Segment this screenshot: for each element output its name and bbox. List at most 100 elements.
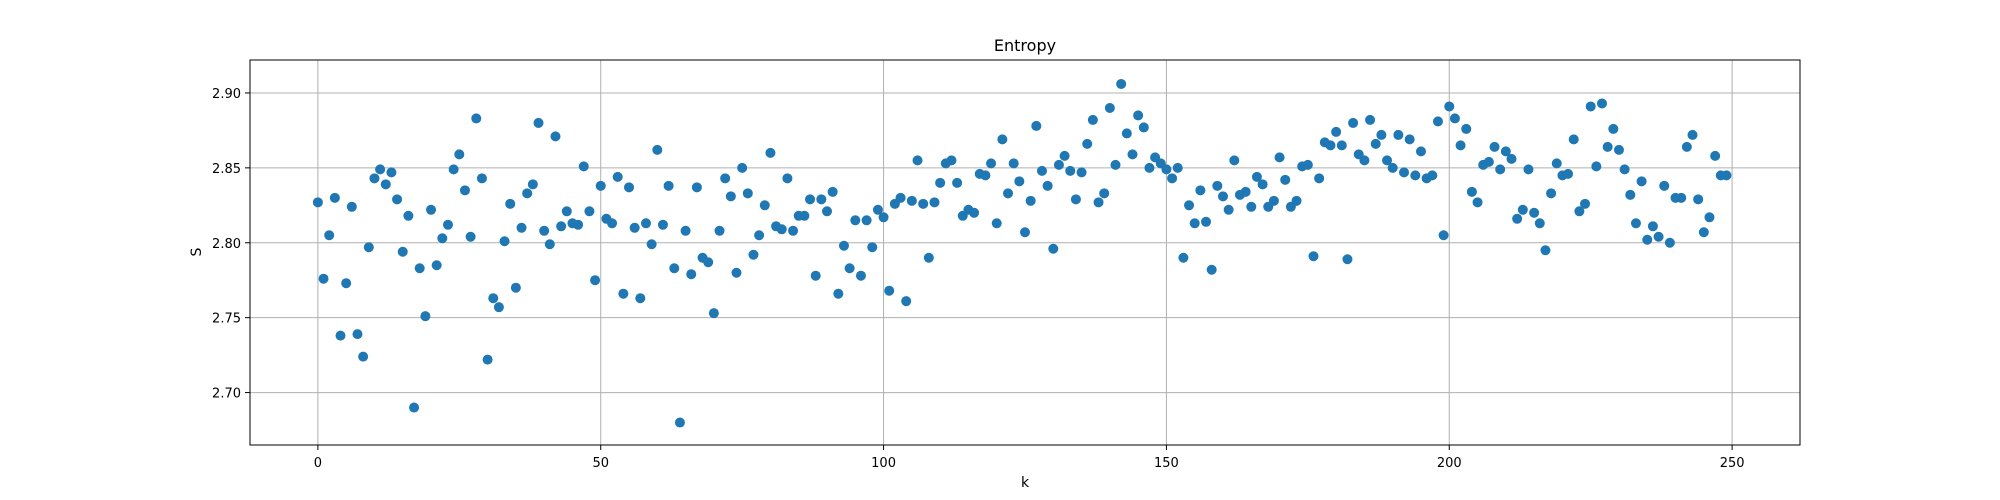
y-tick-label: 2.90 xyxy=(212,87,241,102)
data-point xyxy=(1280,174,1291,185)
data-point xyxy=(810,270,821,281)
data-point xyxy=(986,158,997,169)
data-point xyxy=(1229,155,1240,166)
data-point xyxy=(1291,195,1302,206)
data-point xyxy=(1133,110,1144,121)
data-point xyxy=(748,249,759,260)
data-point xyxy=(544,239,555,250)
data-point xyxy=(1438,230,1449,241)
data-point xyxy=(1585,101,1596,112)
data-point xyxy=(1630,218,1641,229)
x-tick-label: 200 xyxy=(1437,456,1462,471)
data-point xyxy=(1427,170,1438,181)
data-point xyxy=(918,198,929,209)
data-point xyxy=(714,225,725,236)
data-point xyxy=(363,242,374,253)
data-point xyxy=(1274,152,1285,163)
data-point xyxy=(539,225,550,236)
data-point xyxy=(827,186,838,197)
data-point xyxy=(1138,122,1149,133)
data-point xyxy=(358,351,369,362)
data-point xyxy=(1161,164,1172,175)
data-point xyxy=(482,354,493,365)
data-point xyxy=(1523,164,1534,175)
data-points xyxy=(312,78,1732,428)
data-point xyxy=(329,192,340,203)
data-point xyxy=(1121,128,1132,139)
data-point xyxy=(720,173,731,184)
data-point xyxy=(822,206,833,217)
data-point xyxy=(1432,116,1443,127)
data-point xyxy=(1257,179,1268,190)
data-point xyxy=(1444,101,1455,112)
data-point xyxy=(380,179,391,190)
data-point xyxy=(929,197,940,208)
data-point xyxy=(1393,129,1404,140)
data-point xyxy=(1167,173,1178,184)
data-point xyxy=(409,402,420,413)
data-point xyxy=(1093,197,1104,208)
data-point xyxy=(969,207,980,218)
data-point xyxy=(573,219,584,230)
data-point xyxy=(1212,180,1223,191)
chart-title: Entropy xyxy=(994,36,1056,55)
data-point xyxy=(708,308,719,319)
data-point xyxy=(1331,126,1342,137)
data-point xyxy=(1223,204,1234,215)
data-point xyxy=(652,144,663,155)
data-point xyxy=(1087,114,1098,125)
data-point xyxy=(1348,117,1359,128)
data-point xyxy=(1659,180,1670,191)
data-point xyxy=(1512,213,1523,224)
data-point xyxy=(1172,162,1183,173)
data-point xyxy=(663,180,674,191)
data-point xyxy=(312,197,323,208)
data-point xyxy=(369,173,380,184)
data-point xyxy=(1642,234,1653,245)
data-point xyxy=(1059,150,1070,161)
data-point xyxy=(1721,170,1732,181)
y-axis-label: S xyxy=(189,247,205,256)
data-point xyxy=(612,171,623,182)
data-point xyxy=(1314,173,1325,184)
data-point xyxy=(901,296,912,307)
data-point xyxy=(1020,227,1030,238)
data-point xyxy=(855,270,866,281)
data-point xyxy=(1178,252,1189,263)
data-point xyxy=(782,173,793,184)
y-axis: 2.70 2.75 2.80 2.85 2.90 xyxy=(212,87,250,402)
data-point xyxy=(884,285,895,296)
data-point xyxy=(1365,114,1376,125)
data-point xyxy=(1308,251,1319,262)
data-point xyxy=(341,278,352,289)
data-point xyxy=(878,212,889,223)
data-point xyxy=(816,194,827,205)
data-point xyxy=(669,263,680,274)
data-point xyxy=(1302,159,1313,170)
x-tick-label: 150 xyxy=(1154,456,1179,471)
data-point xyxy=(1031,120,1042,131)
y-tick-label: 2.80 xyxy=(212,237,241,252)
data-point xyxy=(1399,167,1410,178)
data-point xyxy=(375,164,386,175)
data-point xyxy=(1619,164,1630,175)
y-tick-label: 2.75 xyxy=(212,312,241,327)
data-point xyxy=(691,182,702,193)
data-point xyxy=(725,191,736,202)
data-point xyxy=(414,263,425,274)
data-point xyxy=(686,269,697,280)
data-point xyxy=(324,230,335,241)
data-point xyxy=(833,288,844,299)
data-point xyxy=(471,113,482,124)
data-point xyxy=(420,311,431,322)
data-point xyxy=(1382,155,1393,166)
data-point xyxy=(1647,221,1658,232)
data-point xyxy=(465,231,476,242)
data-point xyxy=(431,260,442,271)
data-point xyxy=(997,134,1008,145)
data-point xyxy=(437,233,448,244)
data-point xyxy=(1076,167,1087,178)
data-point xyxy=(1704,212,1715,223)
y-tick-label: 2.85 xyxy=(212,162,241,177)
data-point xyxy=(442,219,453,230)
